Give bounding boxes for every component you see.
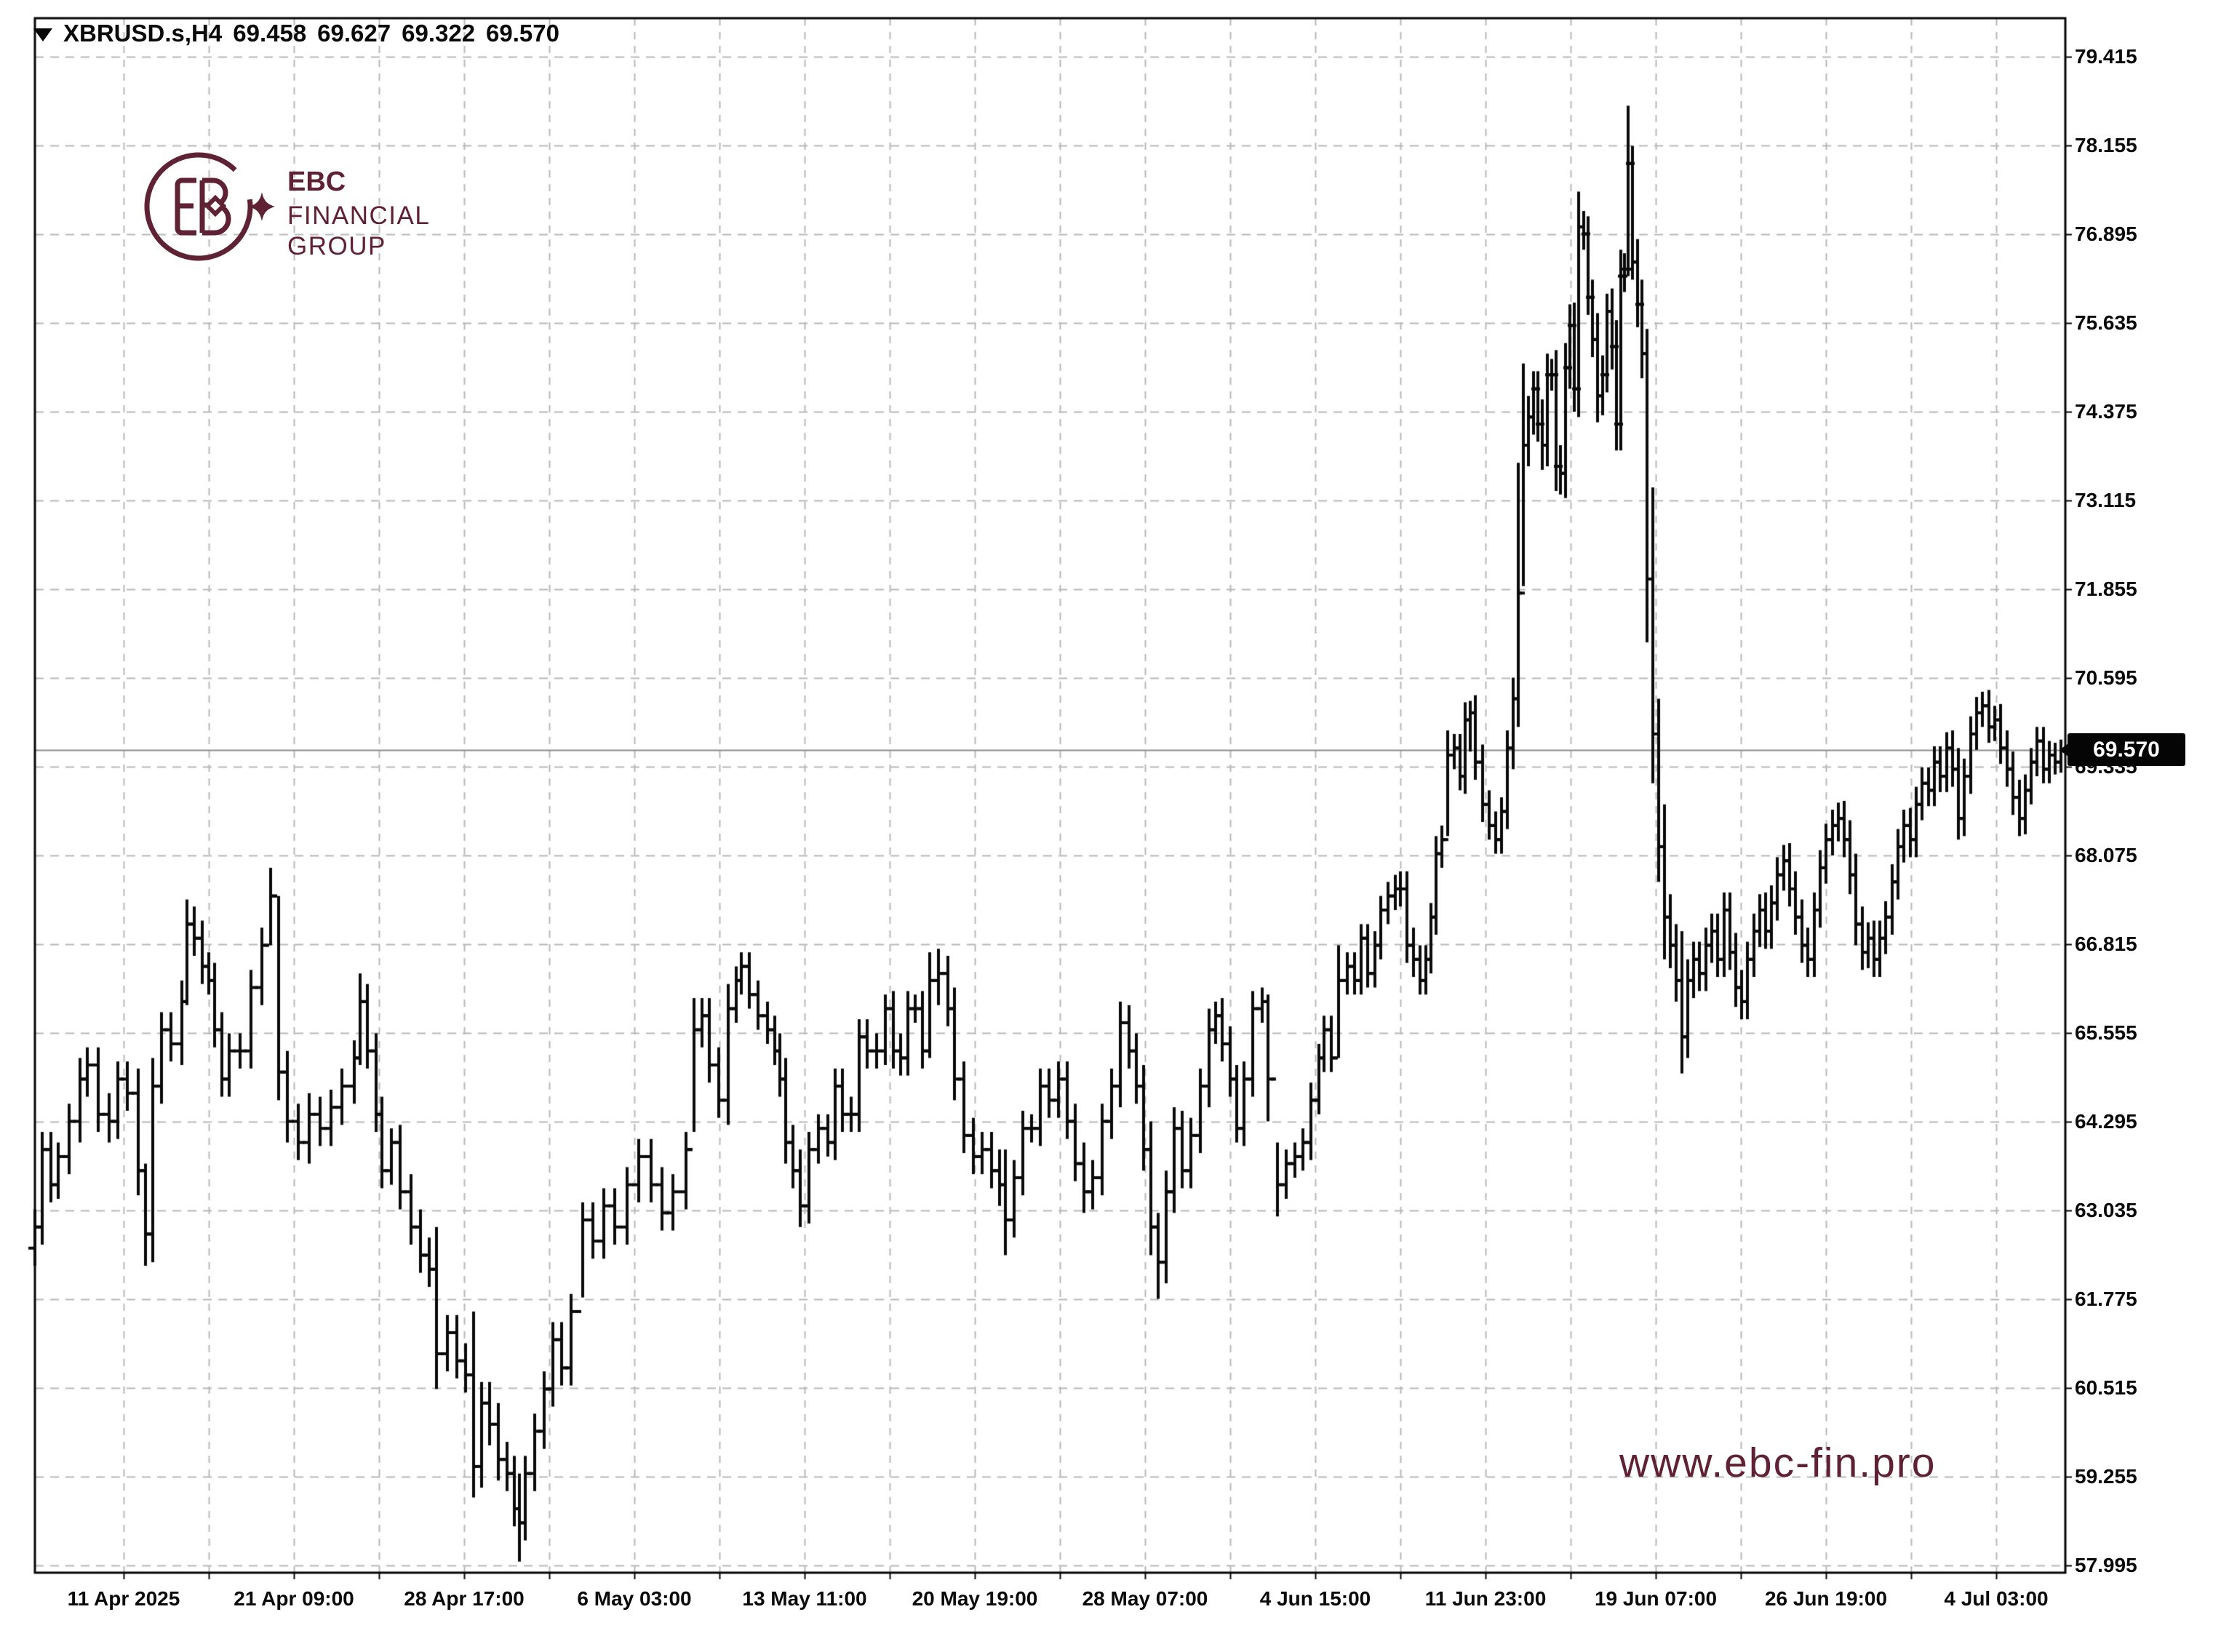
price-tick-label: 73.115 bbox=[2075, 489, 2137, 511]
price-tick-label: 75.635 bbox=[2075, 311, 2137, 334]
current-price-value: 69.570 bbox=[2093, 738, 2160, 762]
time-tick-label: 19 Jun 07:00 bbox=[1594, 1587, 1718, 1610]
time-tick-label: 20 May 19:00 bbox=[912, 1587, 1038, 1610]
price-tick-label: 61.775 bbox=[2075, 1288, 2137, 1310]
price-tick-label: 59.255 bbox=[2075, 1465, 2137, 1488]
price-tick-label: 57.995 bbox=[2075, 1554, 2137, 1576]
time-tick-label: 11 Jun 23:00 bbox=[1424, 1587, 1547, 1610]
price-tick-label: 64.295 bbox=[2075, 1110, 2137, 1133]
price-tick-label: 71.855 bbox=[2075, 578, 2137, 600]
logo-text-financial: FINANCIAL bbox=[287, 201, 430, 230]
time-tick-label: 13 May 11:00 bbox=[742, 1587, 867, 1610]
price-tick-label: 66.815 bbox=[2075, 933, 2137, 955]
open-value: 69.458 bbox=[233, 20, 307, 47]
watermark-url: www.ebc-fin.pro bbox=[1619, 1440, 1937, 1486]
price-tick-label: 76.895 bbox=[2075, 223, 2137, 245]
low-value: 69.322 bbox=[402, 20, 476, 47]
logo-diamond bbox=[204, 194, 227, 218]
logo-text-ebc: EBC bbox=[287, 167, 346, 197]
price-tick-label: 68.075 bbox=[2075, 844, 2137, 866]
time-tick-label: 6 May 03:00 bbox=[577, 1587, 692, 1610]
price-tick-label: 70.595 bbox=[2075, 666, 2137, 689]
price-tick-label: 60.515 bbox=[2075, 1376, 2137, 1399]
logo-text-group: GROUP bbox=[287, 232, 386, 260]
chart-menu-triangle-icon[interactable] bbox=[33, 28, 52, 41]
time-tick-label: 28 May 07:00 bbox=[1082, 1587, 1208, 1610]
ohlc-values: 69.458 69.627 69.322 69.570 bbox=[233, 20, 559, 47]
logo-star-icon bbox=[249, 192, 275, 221]
logo-monogram-e bbox=[175, 177, 196, 236]
price-tick-label: 63.035 bbox=[2075, 1199, 2137, 1221]
chart-title: XBRUSD.s,H4 69.458 69.627 69.322 69.570 bbox=[33, 20, 559, 47]
price-tick-label: 78.155 bbox=[2075, 134, 2137, 156]
price-tick-label: 79.415 bbox=[2075, 45, 2137, 68]
close-value: 69.570 bbox=[486, 20, 559, 47]
time-tick-label: 4 Jun 15:00 bbox=[1259, 1587, 1371, 1610]
ebc-logo: EBC FINANCIAL GROUP bbox=[138, 143, 546, 277]
high-value: 69.627 bbox=[317, 20, 391, 47]
current-price-tag: 69.570 bbox=[2060, 733, 2185, 767]
price-tick-label: 74.375 bbox=[2075, 400, 2137, 423]
time-tick-label: 21 Apr 09:00 bbox=[234, 1587, 354, 1610]
time-tick-label: 11 Apr 2025 bbox=[67, 1587, 180, 1610]
logo-circle bbox=[144, 152, 253, 261]
time-tick-label: 4 Jul 03:00 bbox=[1944, 1587, 2049, 1610]
price-tick-label: 65.555 bbox=[2075, 1021, 2137, 1044]
symbol-period-label: XBRUSD.s,H4 bbox=[63, 20, 223, 47]
time-tick-label: 28 Apr 17:00 bbox=[404, 1587, 525, 1610]
time-tick-label: 26 Jun 19:00 bbox=[1764, 1587, 1888, 1610]
